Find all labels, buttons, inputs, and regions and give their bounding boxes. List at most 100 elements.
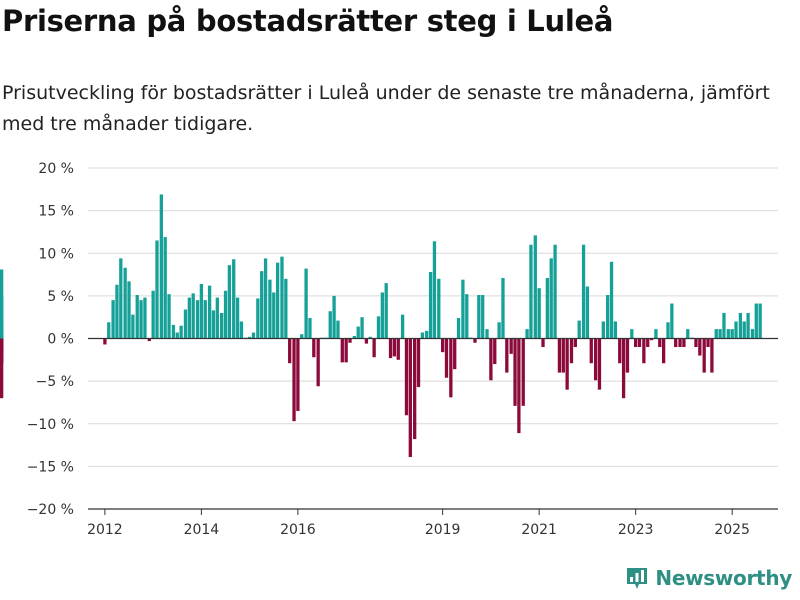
bar (187, 297, 191, 339)
bar (557, 338, 562, 373)
bar (513, 338, 517, 406)
bar (449, 338, 453, 398)
bar (654, 329, 658, 339)
bar (227, 265, 232, 339)
y-tick-label: −10 % (27, 417, 74, 433)
bar (601, 321, 605, 339)
bar (328, 311, 332, 339)
bar (251, 332, 256, 339)
bar (223, 290, 228, 339)
bar (139, 300, 143, 339)
bar (738, 312, 743, 339)
bar (344, 338, 348, 363)
x-tick-label: 2016 (280, 522, 316, 538)
bar (606, 295, 610, 339)
bar-chart-logo-icon (627, 568, 648, 589)
bar (477, 295, 481, 339)
bar (195, 300, 200, 339)
bar (404, 338, 409, 416)
y-tick-label: −20 % (27, 502, 74, 518)
chart-title: Priserna på bostadsrätter steg i Luleå (2, 4, 614, 38)
bar (545, 277, 550, 339)
bar (670, 303, 674, 339)
bar (107, 322, 111, 339)
bar (239, 321, 244, 339)
bar (232, 259, 236, 339)
bar (465, 294, 469, 339)
bar (179, 325, 183, 339)
bar (637, 338, 642, 348)
bar (332, 295, 336, 339)
bar (581, 244, 586, 339)
bar (131, 314, 135, 339)
bar (111, 300, 115, 339)
y-tick-label: 0 % (47, 332, 74, 348)
bar (432, 241, 437, 339)
bar (441, 338, 445, 353)
bar (589, 338, 593, 364)
bar (316, 338, 320, 387)
tick-labels: 20 % 15 % 10 % 5 % 0 % −5 % −10 % −15 % −20 % 201… (27, 161, 750, 538)
bar (203, 300, 207, 339)
bar (625, 338, 630, 373)
bar (364, 338, 369, 344)
bar (263, 258, 268, 339)
bar (163, 237, 167, 339)
bar (569, 338, 574, 364)
bar (396, 338, 400, 360)
bar (497, 322, 501, 339)
axes (88, 337, 778, 515)
bar (380, 292, 384, 339)
bar (509, 338, 513, 354)
bar (420, 332, 425, 339)
chart-subtitle: Prisutveckling för bostadsrätter i Luleå… (2, 82, 770, 135)
bar (734, 321, 738, 339)
bar (613, 321, 618, 339)
bar (215, 297, 219, 339)
bar (103, 338, 107, 345)
bar (698, 338, 702, 356)
bar (702, 338, 706, 373)
y-tick-label: −5 % (36, 374, 74, 390)
bar (284, 278, 288, 339)
bar (521, 338, 525, 406)
bar (260, 271, 264, 339)
bar (461, 279, 465, 339)
bar (710, 338, 714, 373)
bar (501, 277, 505, 339)
bar (456, 318, 461, 339)
bar (453, 338, 457, 370)
bar (348, 338, 352, 343)
bar (175, 332, 179, 339)
bars (0, 194, 762, 457)
brand-name: Newsworthy (655, 566, 792, 590)
bar (400, 314, 405, 339)
x-tick-label: 2021 (521, 522, 557, 538)
bar (722, 312, 726, 339)
bar (573, 338, 577, 348)
bar (549, 258, 553, 339)
bar (159, 194, 163, 339)
x-tick-label: 2012 (87, 522, 123, 538)
brand-logo: Newsworthy (625, 564, 792, 592)
bar (481, 295, 485, 339)
bar (360, 317, 364, 339)
x-tick-label: 2023 (618, 522, 654, 538)
bar (678, 338, 682, 348)
bar (356, 326, 360, 339)
bar (425, 330, 429, 339)
y-tick-label: −15 % (27, 459, 74, 475)
bar (207, 285, 212, 339)
bar (533, 235, 537, 339)
y-tick-label: 5 % (47, 289, 74, 305)
y-tick-label: 20 % (38, 161, 74, 177)
bar (561, 338, 565, 373)
bar (155, 240, 159, 339)
bar (280, 256, 284, 339)
bar (408, 338, 412, 457)
bar (517, 338, 521, 434)
bar (565, 338, 569, 390)
x-tick-label: 2014 (184, 522, 220, 538)
bar (123, 267, 127, 339)
